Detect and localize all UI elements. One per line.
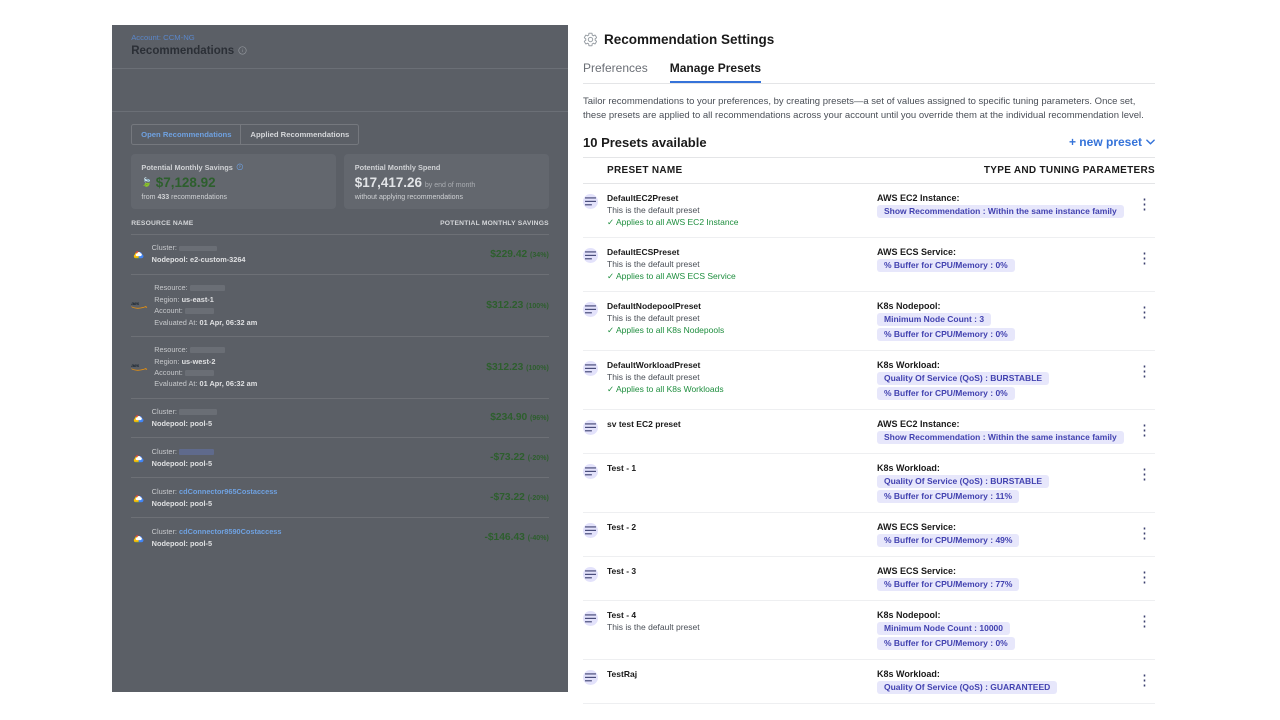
svg-text:?: ?	[239, 165, 241, 169]
svg-text:i: i	[242, 49, 243, 54]
